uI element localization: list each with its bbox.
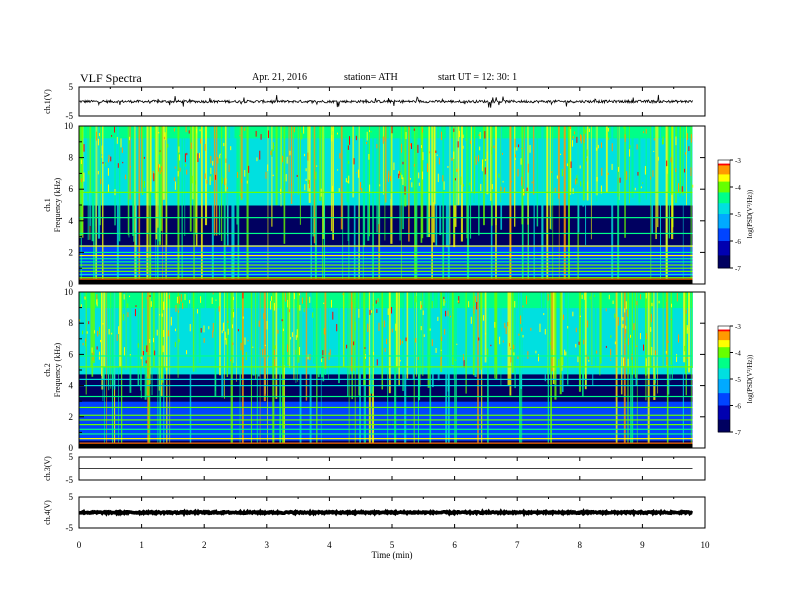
date-label: Apr. 21, 2016 <box>252 72 307 83</box>
ch1-spectrogram-image <box>79 126 694 285</box>
xtick-label: 5 <box>390 540 395 550</box>
ch3-ytick-label: -5 <box>66 475 74 485</box>
xtick-label: 1 <box>139 540 144 550</box>
ch1-colorbar-tick-label: -7 <box>735 265 741 273</box>
ch2-ytick-label: 0 <box>69 443 74 453</box>
chart-title: VLF Spectra <box>80 71 142 85</box>
ch2-ylabel-channel: ch.2 <box>43 363 52 377</box>
start-time-label: start UT = 12: 30: 1 <box>438 72 518 83</box>
ch1-trace-line <box>78 94 693 108</box>
ch2-colorbar-tick-label: -7 <box>735 429 741 437</box>
ch1-ytick-label: 8 <box>69 153 74 163</box>
ch1-colorbar-tick-label: -4 <box>735 184 741 192</box>
ch1-ytick-label: 4 <box>69 216 74 226</box>
ch2-ylabel-frequency: Frequency (kHz) <box>53 342 62 397</box>
ch1-colorbar-tick-label: -3 <box>735 157 741 165</box>
ch2-ytick-label: 2 <box>69 412 74 422</box>
xtick-label: 2 <box>202 540 207 550</box>
ch1-colorbar-label: log(PSD(V²/Hz)) <box>746 189 754 238</box>
xtick-label: 9 <box>640 540 645 550</box>
ch3-ylabel: ch.3(V) <box>43 456 52 481</box>
ch1-ytick-label: 2 <box>69 247 74 257</box>
ch2-ytick-label: 8 <box>69 318 74 328</box>
xtick-label: 10 <box>701 540 711 550</box>
ch2-colorbar <box>718 326 730 433</box>
ch1-ytick-label: -5 <box>66 111 74 121</box>
ch1-colorbar <box>718 160 730 269</box>
xtick-label: 6 <box>452 540 457 550</box>
xtick-label: 4 <box>327 540 332 550</box>
ch1-ytick-label: 5 <box>69 82 74 92</box>
ch2-ytick-label: 6 <box>69 349 74 359</box>
ch2-ytick-label: 4 <box>69 381 74 391</box>
ch1-ytick-label: 6 <box>69 184 74 194</box>
ch2-colorbar-tick-label: -5 <box>735 376 741 384</box>
ch1-ylabel: ch.1(V) <box>43 89 52 114</box>
ch1-ytick-label: 10 <box>64 121 74 131</box>
ch2-colorbar-tick-label: -6 <box>735 403 741 411</box>
station-label: station= ATH <box>344 72 398 83</box>
ch4-ytick-label: -5 <box>66 523 74 533</box>
xtick-label: 0 <box>77 540 82 550</box>
ch4-trace-line <box>78 508 693 518</box>
ch1-ylabel-frequency: Frequency (kHz) <box>53 177 62 232</box>
ch4-ylabel: ch.4(V) <box>43 500 52 525</box>
xaxis-label: Time (min) <box>372 550 413 560</box>
ch1-ylabel-channel: ch.1 <box>43 198 52 212</box>
xtick-label: 3 <box>265 540 270 550</box>
ch1-colorbar-tick-label: -6 <box>735 238 741 246</box>
ch2-colorbar-tick-label: -3 <box>735 323 741 331</box>
ch4-ytick-label: 5 <box>69 492 74 502</box>
ch2-ytick-label: 10 <box>64 287 74 297</box>
ch3-ytick-label: 5 <box>69 452 74 462</box>
ch2-colorbar-label: log(PSD(V²/Hz)) <box>746 354 754 403</box>
ch1-ytick-label: 0 <box>69 279 74 289</box>
ch2-spectrogram-image <box>79 292 693 449</box>
xtick-label: 7 <box>515 540 520 550</box>
ch1-colorbar-tick-label: -5 <box>735 211 741 219</box>
ch2-colorbar-tick-label: -4 <box>735 350 741 358</box>
xtick-label: 8 <box>578 540 583 550</box>
